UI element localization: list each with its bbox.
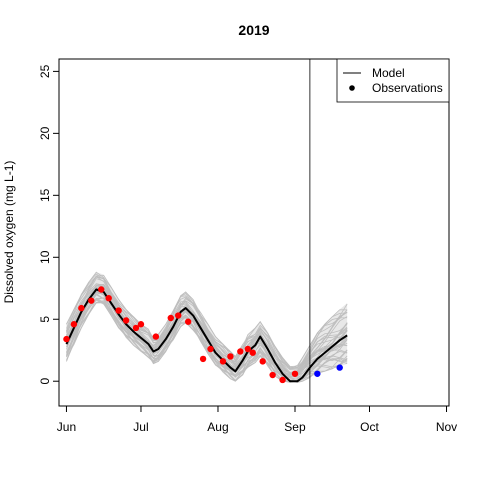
observation-point xyxy=(71,321,77,327)
observation-point xyxy=(259,358,265,364)
x-axis: Jun Jul Aug Sep Oct Nov xyxy=(57,406,457,434)
x-tick-label: Aug xyxy=(207,420,228,434)
observation-point xyxy=(98,286,104,292)
x-tick-label: Jun xyxy=(57,420,76,434)
future-observation-point xyxy=(314,371,320,377)
observation-point xyxy=(227,353,233,359)
x-tick-label: Jul xyxy=(133,420,148,434)
observation-point xyxy=(88,297,94,303)
observation-point xyxy=(269,372,275,378)
y-axis-label: Dissolved oxygen (mg L-1) xyxy=(2,161,16,304)
ensemble-layer xyxy=(66,272,347,382)
observation-point xyxy=(123,317,129,323)
observation-point xyxy=(250,350,256,356)
y-tick-label: 25 xyxy=(38,64,52,78)
x-tick-label: Nov xyxy=(436,420,457,434)
observation-point xyxy=(185,319,191,325)
future-observation-point xyxy=(337,364,343,370)
observation-point xyxy=(200,356,206,362)
observation-point xyxy=(207,346,213,352)
observation-point xyxy=(175,312,181,318)
legend-model-label: Model xyxy=(372,66,405,80)
y-tick-label: 15 xyxy=(38,188,52,202)
x-tick-label: Sep xyxy=(284,420,306,434)
chart-title: 2019 xyxy=(238,22,269,38)
y-tick-label: 0 xyxy=(38,378,52,385)
observation-point xyxy=(279,377,285,383)
y-axis: 0 5 10 15 20 25 xyxy=(38,64,59,384)
legend-observations-swatch xyxy=(349,85,355,91)
legend-observations-label: Observations xyxy=(372,81,443,95)
observation-point xyxy=(153,333,159,339)
observation-point xyxy=(105,295,111,301)
legend: Model Observations xyxy=(337,59,449,102)
y-tick-label: 5 xyxy=(38,316,52,323)
observation-point xyxy=(63,336,69,342)
y-tick-label: 10 xyxy=(38,250,52,264)
observation-point xyxy=(138,321,144,327)
x-tick-label: Oct xyxy=(360,420,379,434)
observation-point xyxy=(168,315,174,321)
y-tick-label: 20 xyxy=(38,126,52,140)
observation-point xyxy=(78,305,84,311)
observation-point xyxy=(115,307,121,313)
observation-point xyxy=(292,371,298,377)
observation-point xyxy=(237,348,243,354)
observation-point xyxy=(220,358,226,364)
